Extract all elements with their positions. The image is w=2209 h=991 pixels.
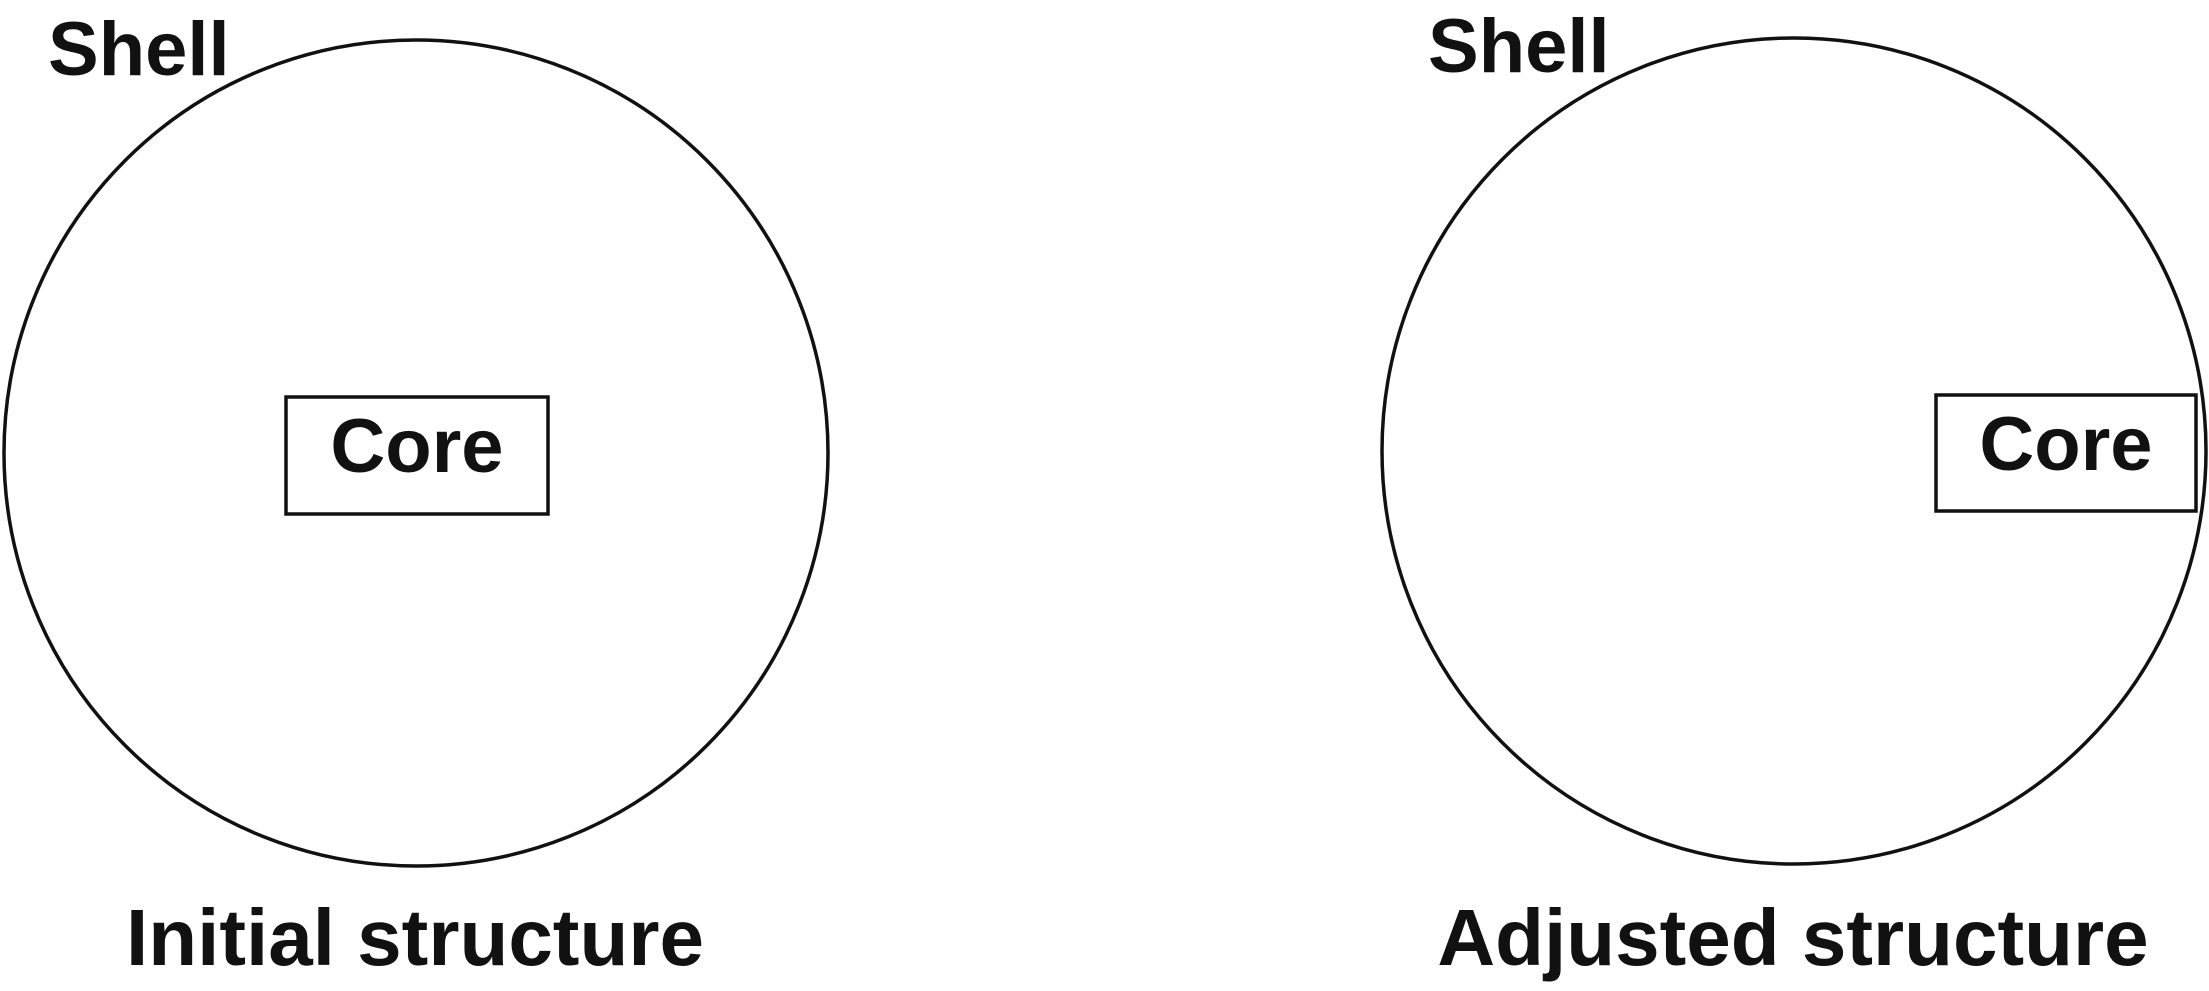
core-label-initial: Core [330, 404, 503, 489]
panel-adjusted: Shell Core Adjusted structure [1380, 4, 2208, 982]
shell-circle-initial [2, 38, 830, 868]
caption-adjusted: Adjusted structure [1437, 893, 2148, 982]
panel-initial: Shell Core Initial structure [2, 7, 830, 982]
core-box-initial [284, 395, 550, 516]
core-label-adjusted: Core [1979, 402, 2152, 487]
shell-circle-adjusted [1380, 36, 2208, 866]
caption-initial: Initial structure [126, 893, 704, 982]
core-box-adjusted [1934, 393, 2198, 513]
shell-label-adjusted: Shell [1428, 4, 1610, 89]
shell-label-initial: Shell [48, 7, 230, 92]
